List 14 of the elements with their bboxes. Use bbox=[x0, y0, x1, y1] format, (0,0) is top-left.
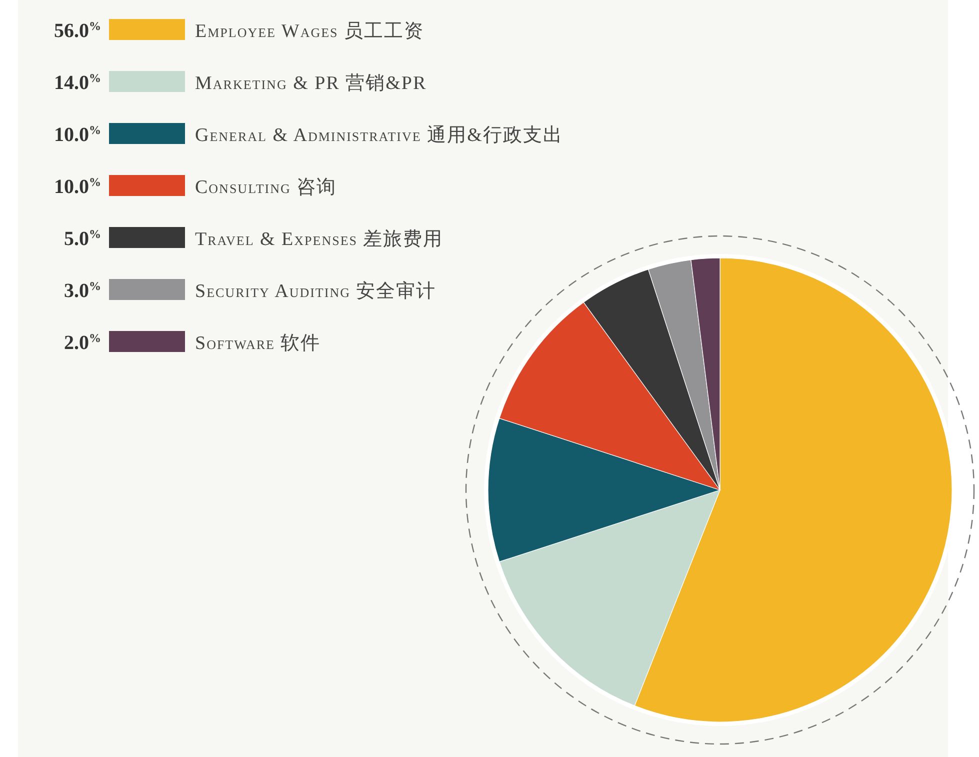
legend-label: Consulting 咨询 bbox=[195, 177, 337, 198]
legend-label: Software 软件 bbox=[195, 333, 321, 354]
data-label: 14.0$^{%}$ bbox=[54, 71, 101, 94]
data-label: 5.0$^{%}$ bbox=[64, 227, 101, 250]
legend-label: Travel & Expenses 差旅费用 bbox=[195, 229, 444, 250]
data-label: 3.0$^{%}$ bbox=[64, 279, 101, 302]
legend-label: Employee Wages 员工工资 bbox=[195, 21, 424, 42]
data-label: 10.0$^{%}$ bbox=[54, 175, 101, 198]
data-label: 10.0$^{%}$ bbox=[54, 123, 101, 146]
legend-label: General & Administrative 通用&行政支出 bbox=[195, 125, 563, 146]
data-label: 2.0$^{%}$ bbox=[64, 331, 101, 354]
data-label: 56.0$^{%}$ bbox=[54, 19, 101, 42]
legend-label: Security Auditing 安全审计 bbox=[195, 280, 436, 302]
legend-label: Marketing & PR 营销&PR bbox=[195, 73, 427, 94]
